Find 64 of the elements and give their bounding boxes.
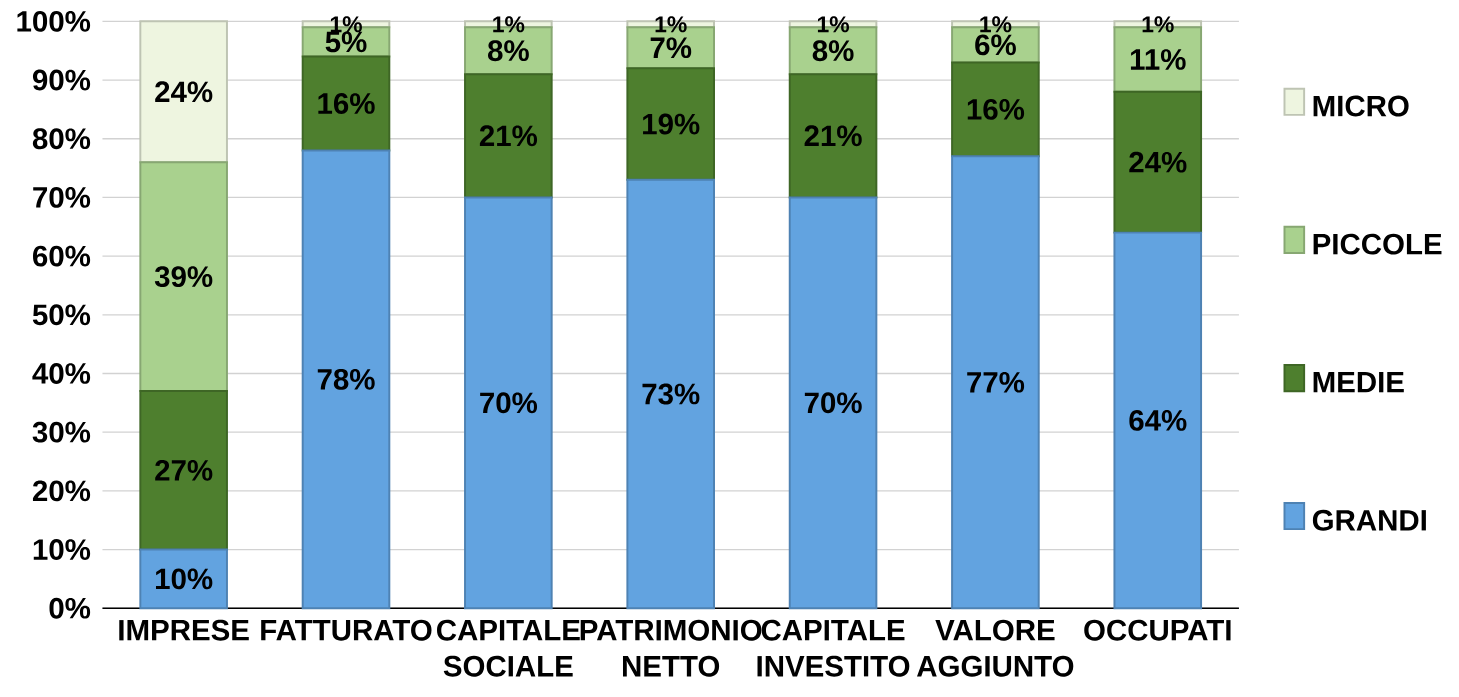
bar: [464, 196, 553, 610]
y-tick-label: 50%: [32, 304, 91, 326]
y-tick-label: 60%: [33, 245, 91, 267]
data-label: 27%: [155, 460, 213, 481]
x-tick-label: FATTURATO: [261, 619, 432, 641]
data-label: 21%: [479, 125, 538, 147]
legend-label: PICCOLE: [1313, 233, 1442, 255]
y-tick-label: 70%: [33, 187, 91, 209]
x-tick-label: CAPITALE SOCIALE: [437, 619, 580, 677]
data-label: 39%: [154, 266, 213, 288]
data-label: 16%: [318, 93, 375, 115]
bar: [139, 20, 228, 164]
bar: [951, 61, 1040, 158]
y-tick-label: 90%: [32, 69, 91, 91]
data-label: 16%: [967, 99, 1025, 120]
bar: [139, 390, 228, 551]
data-label: 1%: [1142, 16, 1174, 33]
x-tick-label: VALORE AGGIUNTO: [917, 619, 1074, 677]
y-tick-label: 100%: [17, 11, 91, 32]
data-label: 8%: [812, 40, 854, 62]
y-tick-label: 20%: [32, 480, 91, 502]
y-tick-label: 10%: [33, 539, 91, 561]
data-label: 8%: [487, 40, 529, 62]
bar: [301, 55, 391, 152]
data-label: 1%: [980, 16, 1012, 33]
bar: [951, 155, 1040, 610]
data-label: 77%: [967, 372, 1025, 393]
data-label: 73%: [642, 383, 700, 405]
data-label: 5%: [325, 31, 367, 53]
bar: [301, 149, 391, 610]
x-tick-label: OCCUPATI: [1084, 619, 1231, 641]
legend-label: MICRO: [1313, 95, 1409, 117]
data-label: 1%: [493, 16, 525, 33]
legend-label: GRANDI: [1312, 509, 1426, 531]
legend-label: MEDIE: [1313, 372, 1404, 393]
data-label: 1%: [817, 16, 849, 33]
data-label: 24%: [1129, 151, 1187, 173]
data-label: 24%: [155, 81, 213, 103]
data-label: 64%: [1129, 410, 1187, 432]
x-tick-label: IMPRESE: [119, 619, 249, 641]
data-label: 21%: [804, 125, 862, 147]
data-label: 6%: [975, 34, 1016, 56]
data-label: 70%: [480, 392, 538, 414]
data-label: 7%: [650, 37, 692, 59]
data-label: 70%: [804, 392, 862, 414]
data-label: 78%: [317, 369, 375, 390]
y-tick-label: 30%: [32, 421, 91, 443]
bar: [626, 67, 715, 181]
bar: [1113, 90, 1203, 234]
y-tick-label: 40%: [32, 363, 91, 385]
bar: [464, 73, 553, 199]
bar: [626, 178, 715, 610]
bar: [139, 548, 228, 610]
bar: [139, 161, 228, 393]
bar: [788, 196, 878, 610]
bar: [788, 73, 878, 199]
data-label: 11%: [1130, 49, 1186, 70]
data-label: 1%: [655, 16, 687, 33]
y-tick-label: 80%: [32, 128, 91, 150]
y-tick-label: 0%: [49, 597, 91, 619]
data-label: 1%: [330, 16, 362, 33]
data-label: 19%: [643, 113, 700, 135]
bar: [1113, 231, 1203, 610]
data-label: 10%: [156, 568, 213, 590]
